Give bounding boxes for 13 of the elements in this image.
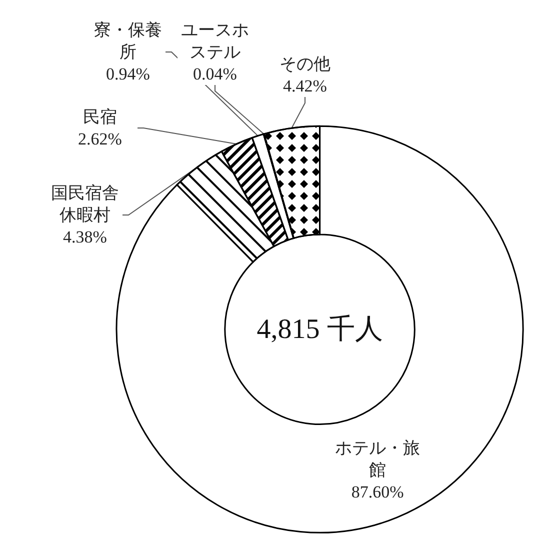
data-label: 4.38% <box>63 228 107 246</box>
slice-label: ユースホステル <box>181 20 249 62</box>
slice-label: ホテル・旅館 <box>335 438 420 480</box>
data-label: 0.04% <box>193 64 237 84</box>
data-label: 4.42% <box>283 76 327 96</box>
text: 4,815 千人 <box>256 314 383 345</box>
data-label: 2.62% <box>78 130 122 148</box>
data-label: 87.60% <box>351 482 404 502</box>
data-label: 0.94% <box>106 64 150 84</box>
slice-label: その他 <box>280 54 330 74</box>
slice-label: 寮・保養所 <box>94 20 162 62</box>
slice-label: 国民宿舎休暇村 <box>51 184 119 224</box>
slice-label: 民宿 <box>83 108 117 126</box>
